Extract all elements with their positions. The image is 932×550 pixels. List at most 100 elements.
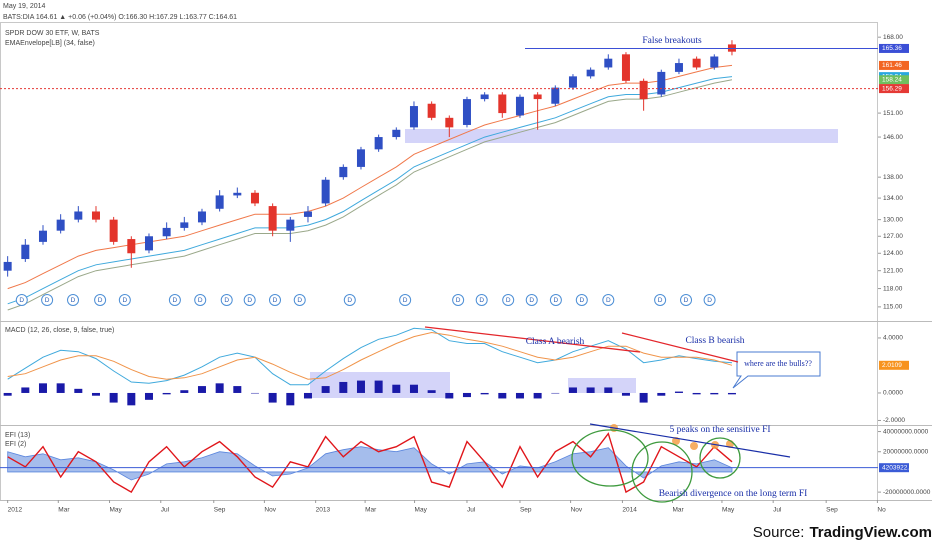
annotation: Class A bearish: [526, 337, 585, 347]
x-tick-label: May: [415, 507, 428, 514]
dividend-marker: [194, 294, 207, 306]
x-tick-label: 2013: [316, 507, 331, 514]
support-zone: [405, 129, 838, 143]
dividend-label: D: [98, 297, 103, 304]
series-line: [7, 432, 733, 494]
series-name: EFI (13): [5, 432, 30, 439]
candle-body: [445, 117, 454, 128]
y-tick-label: 168.00: [883, 34, 903, 41]
candle-body: [639, 80, 648, 100]
y-tick-label: 134.00: [883, 195, 903, 202]
series-area: [7, 446, 733, 481]
highlight-ellipse: [571, 429, 649, 487]
dividend-marker: [452, 294, 465, 306]
dividend-label: D: [297, 297, 302, 304]
candle-body: [74, 211, 83, 220]
series-line: [7, 331, 733, 380]
dividend-label: D: [45, 297, 50, 304]
dividend-label: D: [19, 297, 24, 304]
dividend-marker: [549, 294, 562, 306]
histogram-bar: [568, 387, 577, 393]
candle-body: [498, 94, 507, 114]
histogram-bar: [498, 392, 507, 399]
dividend-marker: [293, 294, 306, 306]
x-tick-label: Nov: [264, 507, 276, 514]
histogram-bar: [727, 392, 736, 395]
dividend-label: D: [173, 297, 178, 304]
candle-body: [480, 94, 489, 100]
price-tag: [879, 75, 909, 85]
candle-body: [3, 261, 12, 271]
dividend-label: D: [198, 297, 203, 304]
histogram-bar: [639, 392, 648, 403]
histogram-bar: [180, 390, 189, 393]
dividend-label: D: [658, 297, 663, 304]
x-tick-label: Mar: [58, 507, 70, 514]
highlight-ellipse: [631, 441, 693, 503]
dividend-marker: [399, 294, 412, 306]
candle-body: [409, 106, 418, 128]
price-tag-label: 161.46: [882, 62, 902, 69]
marks: SPDR DOW 30 ETF, W, BATS EMAEnvelope[LB] …: [0, 30, 931, 514]
histogram-bar: [215, 383, 224, 393]
annotation: Bearish divergence on the long term FI: [659, 489, 808, 499]
y-tick-label: 127.00: [883, 233, 903, 240]
y-tick-label: 138.00: [883, 174, 903, 181]
candle-body: [321, 179, 330, 204]
dividend-label: D: [479, 297, 484, 304]
panel-title: MACD (12, 26, close, 9, false, true): [5, 327, 114, 334]
source: Source: TradingView.com: [753, 524, 932, 541]
y-tick-label: 20000000.0000: [883, 448, 929, 455]
dividend-label: D: [247, 297, 252, 304]
highlight-ellipse: [699, 437, 741, 479]
candle-body: [621, 54, 630, 81]
histogram-bar: [162, 392, 171, 395]
x-tick-label: 2014: [622, 507, 637, 514]
histogram-bar: [303, 392, 312, 399]
candle-body: [233, 192, 242, 196]
histogram-bar: [38, 383, 47, 393]
dividend-label: D: [707, 297, 712, 304]
dividend-marker: [475, 294, 488, 306]
series-line: [7, 327, 733, 386]
histogram-bar: [692, 392, 701, 395]
dividend-marker: [502, 294, 515, 306]
panel-title: SPDR DOW 30 ETF, W, BATS: [5, 30, 100, 37]
price-tag: [879, 463, 909, 473]
series-line: [7, 76, 733, 305]
x-tick-label: Mar: [672, 507, 684, 514]
histogram-bar: [445, 392, 454, 399]
dividend-marker: [602, 294, 615, 306]
x-tick-label: May: [722, 507, 735, 514]
trend-line: [589, 423, 791, 458]
price-tag: [879, 84, 909, 94]
price-tag: [879, 360, 909, 370]
price-tag: [879, 60, 909, 70]
histogram-bar: [91, 392, 100, 396]
dividend-marker: [220, 294, 233, 306]
dividend-marker: [654, 294, 667, 306]
candle-body: [674, 63, 683, 72]
dividend-label: D: [554, 297, 559, 304]
histogram-bar: [462, 392, 471, 398]
series-line: [7, 79, 733, 311]
histogram-bar: [710, 392, 719, 395]
dividend-marker: [94, 294, 107, 306]
histogram-bar: [480, 392, 489, 395]
dividend-marker: [118, 294, 131, 306]
histogram-bar: [56, 383, 65, 393]
y-tick-label: -2.0000: [883, 417, 905, 424]
candle-body: [392, 129, 401, 138]
dividend-label: D: [684, 297, 689, 304]
dividend-marker: [243, 294, 256, 306]
x-tick-label: 2012: [8, 507, 23, 514]
candle-body: [427, 103, 436, 118]
candle-body: [356, 149, 365, 167]
x-tick-label: Nov: [571, 507, 583, 514]
x-tick-label: Sep: [520, 507, 532, 514]
candle-body: [551, 87, 560, 104]
speech-bubble: [732, 351, 821, 389]
candle-body: [162, 227, 171, 237]
panel-subtitle: EMAEnvelope[LB] (34, false): [5, 40, 95, 47]
